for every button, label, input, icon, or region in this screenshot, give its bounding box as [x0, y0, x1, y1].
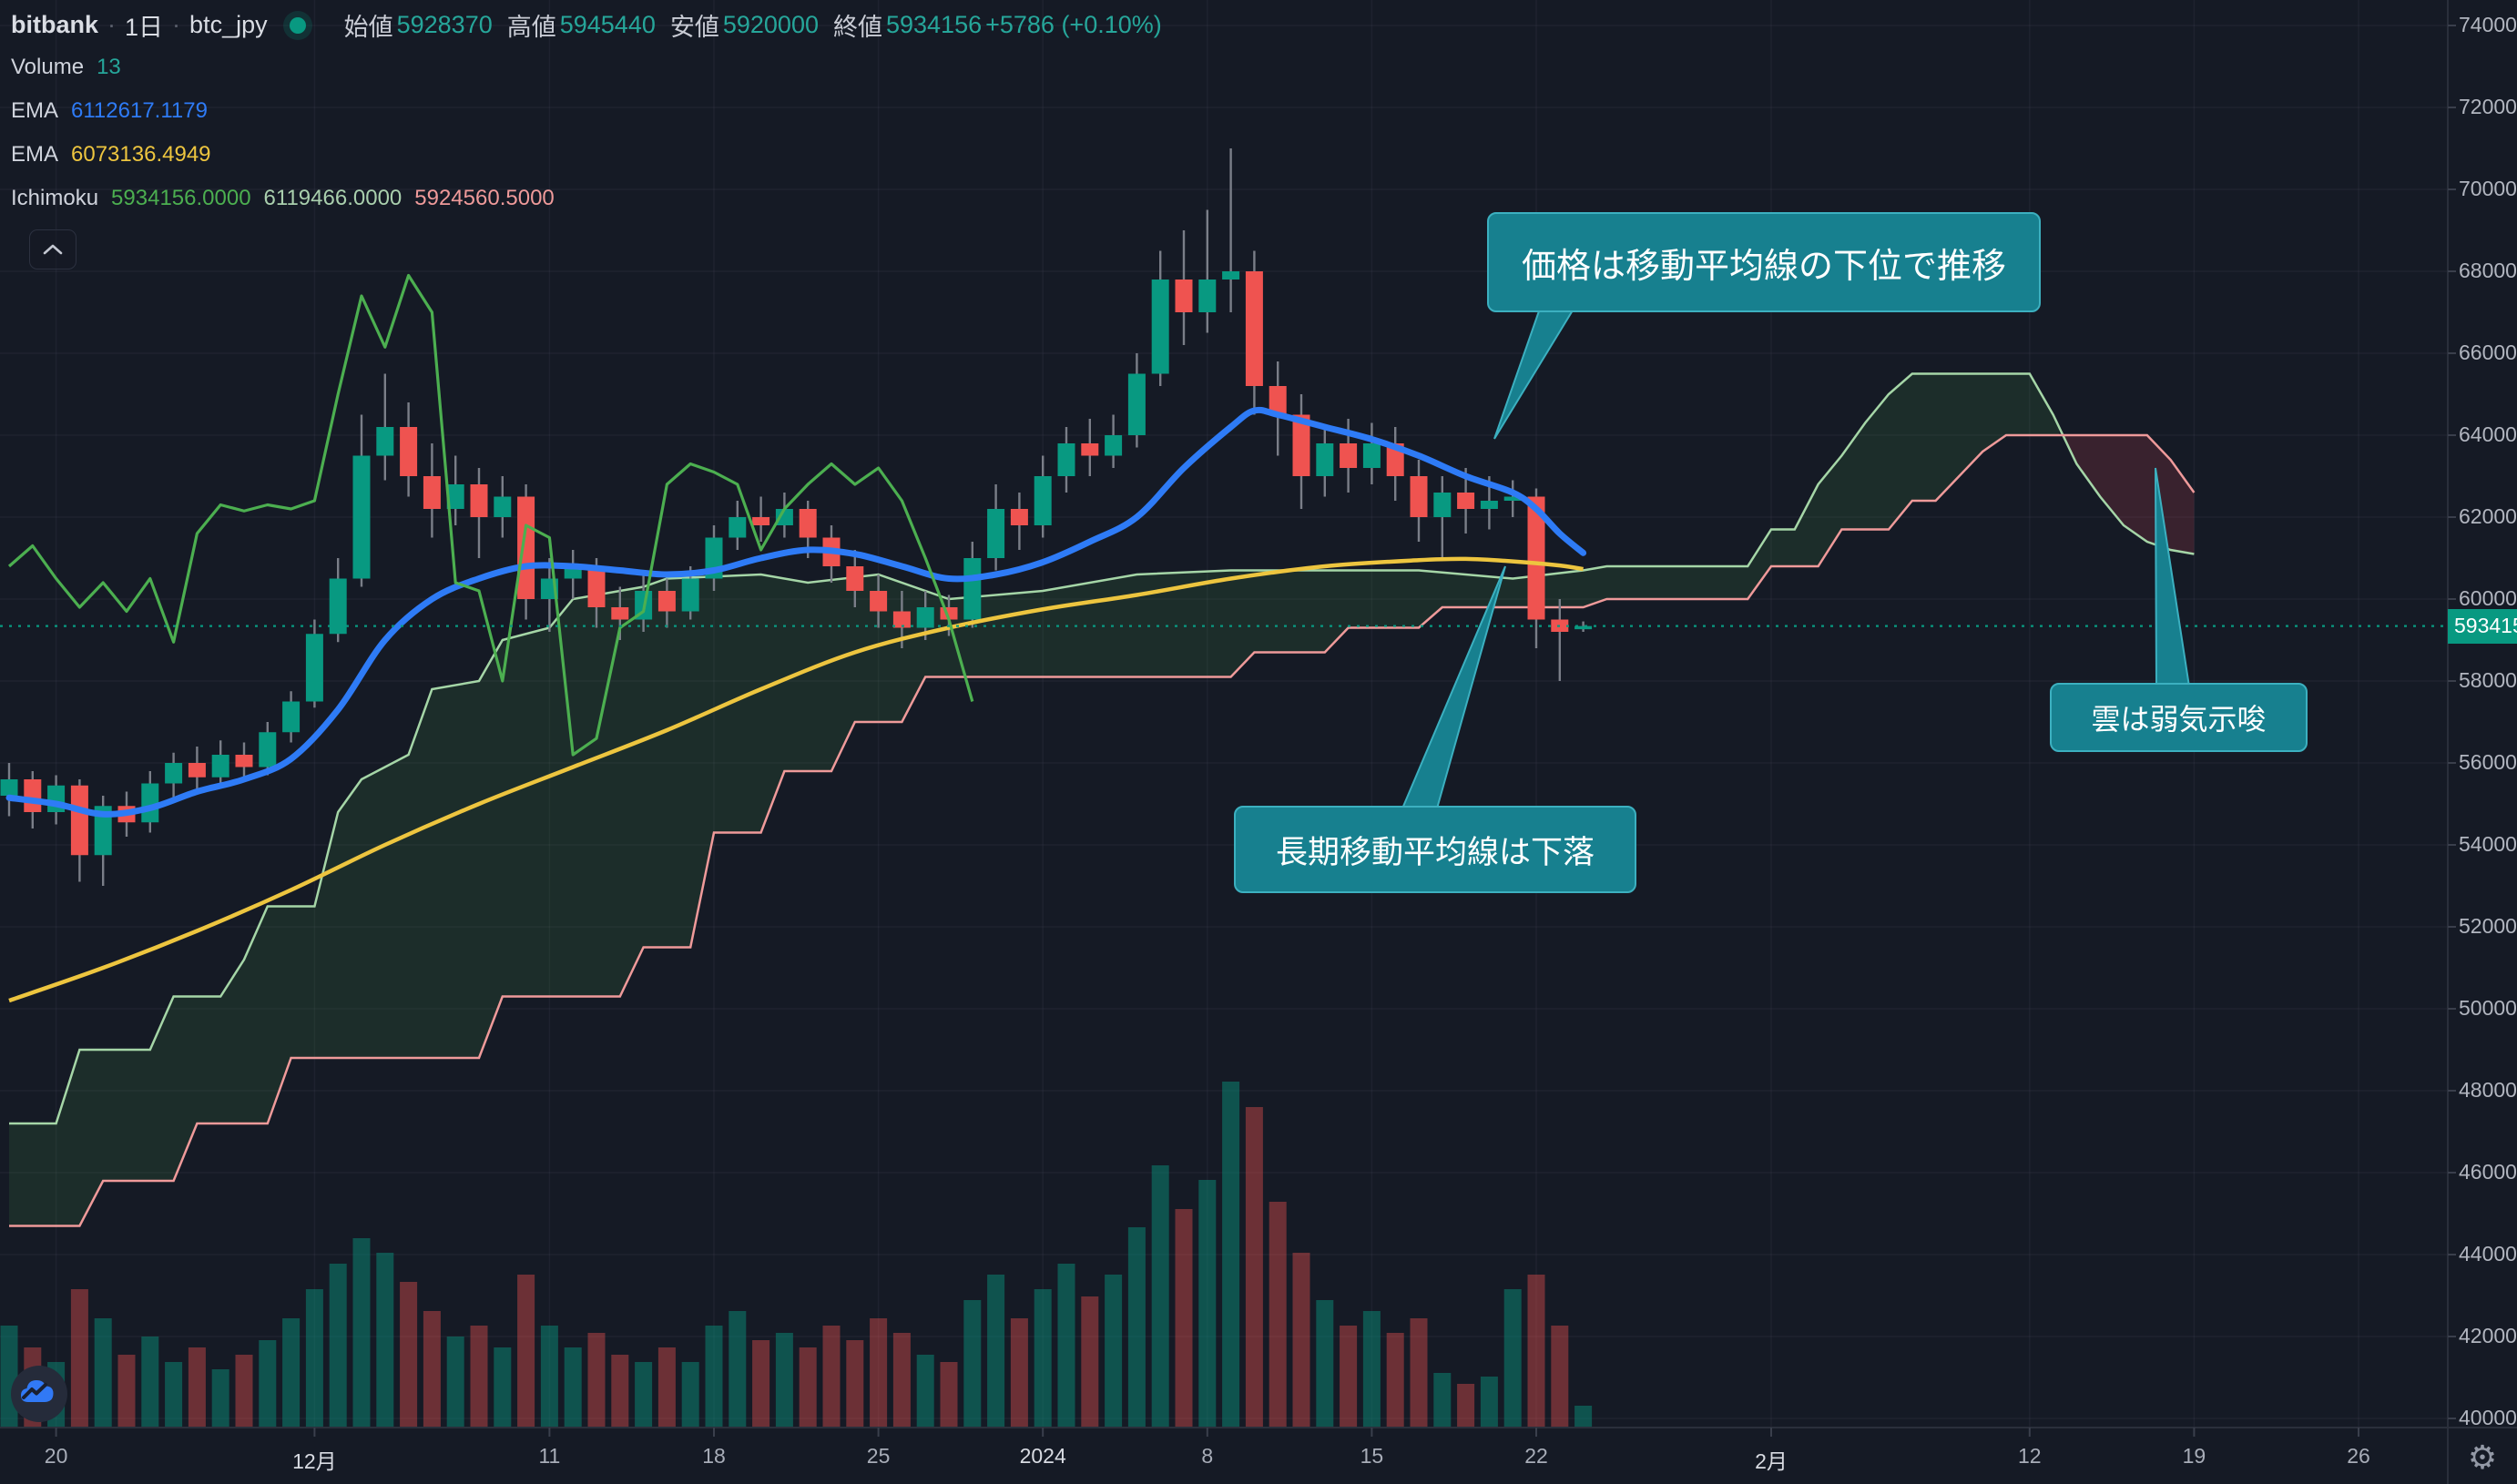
price-tick-label: 6400000	[2459, 422, 2517, 446]
tradingview-logo-icon[interactable]	[9, 1364, 69, 1424]
annotation-text: 雲は弱気示唆	[2091, 703, 2267, 736]
open-value: 5928370	[396, 11, 493, 38]
time-tick-label: 2024	[1019, 1444, 1066, 1468]
settings-gear-icon[interactable]: ⚙	[2467, 1438, 2498, 1476]
price-tick-label: 6000000	[2459, 586, 2517, 610]
legend-item-volume[interactable]: Volume 13	[11, 55, 121, 80]
low-label: 安値	[669, 14, 719, 41]
ichimoku-label: Ichimoku	[11, 186, 99, 210]
ichimoku-chikou-value: 5934156.0000	[111, 186, 251, 210]
close-label: 終値	[832, 14, 882, 41]
time-tick-label: 15	[1360, 1444, 1384, 1468]
legend-item-ichimoku[interactable]: Ichimoku 5934156.0000 6119466.0000 59245…	[11, 186, 555, 211]
ema-fast-label: EMA	[11, 98, 59, 123]
time-tick-label: 8	[1201, 1444, 1214, 1468]
separator: ·	[172, 11, 181, 38]
price-tick-label: 4400000	[2459, 1242, 2517, 1265]
price-tick-label: 7000000	[2459, 177, 2517, 200]
time-tick-label: 25	[866, 1444, 891, 1468]
time-tick-label: 22	[1524, 1444, 1548, 1468]
legend-collapse-button[interactable]	[29, 229, 76, 269]
annotation-bearish-cloud[interactable]: 雲は弱気示唆	[2050, 683, 2308, 752]
pair-name: btc_jpy	[189, 11, 268, 38]
symbol-row[interactable]: bitbank · 1日 · btc_jpy 始値 5928370 高値 594…	[11, 7, 1162, 43]
price-tick-label: 5600000	[2459, 750, 2517, 774]
interval[interactable]: 1日	[125, 14, 164, 41]
price-tick-label: 5000000	[2459, 996, 2517, 1020]
annotation-text: 長期移動平均線は下落	[1275, 834, 1595, 870]
price-tick-label: 4800000	[2459, 1078, 2517, 1102]
high-value: 5945440	[559, 11, 656, 38]
legend-item-ema-fast[interactable]: EMA 6112617.1179	[11, 98, 208, 124]
time-tick-label: 2月	[1755, 1449, 1788, 1473]
change-value: +5786 (+0.10%)	[985, 11, 1162, 38]
price-tick-label: 6600000	[2459, 341, 2517, 364]
low-value: 5920000	[722, 11, 819, 38]
annotation-longterm-ma-falling[interactable]: 長期移動平均線は下落	[1234, 806, 1636, 893]
annotation-text: 価格は移動平均線の下位で推移	[1521, 247, 2006, 286]
price-tick-label: 4200000	[2459, 1324, 2517, 1347]
price-tick-label: 6800000	[2459, 259, 2517, 282]
market-status-dot-icon[interactable]	[289, 16, 306, 34]
annotation-price-below-ma[interactable]: 価格は移動平均線の下位で推移	[1487, 212, 2041, 312]
price-tick-label: 5200000	[2459, 914, 2517, 938]
open-label: 始値	[343, 14, 393, 41]
time-tick-label: 26	[2347, 1444, 2370, 1468]
price-tick-label: 6200000	[2459, 504, 2517, 528]
price-tick-label: 5400000	[2459, 832, 2517, 856]
close-value: 5934156	[885, 11, 983, 38]
time-tick-label: 19	[2182, 1444, 2206, 1468]
ichimoku-senkou-b-value: 5924560.5000	[414, 186, 555, 210]
ichimoku-senkou-a-value: 6119466.0000	[263, 186, 403, 210]
high-label: 高値	[506, 14, 556, 41]
time-axis[interactable]: 20 12月 11 18 25 2024 8 15 22 2月 12 19 26	[0, 1428, 2448, 1484]
ema-fast-value: 6112617.1179	[71, 98, 208, 123]
volume-label: Volume	[11, 55, 85, 79]
volume-value: 13	[97, 55, 121, 79]
time-tick-label: 18	[702, 1444, 726, 1468]
current-price-label: 5934156	[2448, 608, 2517, 644]
price-axis[interactable]: 7400000 7200000 7000000 6800000 6600000 64000…	[2448, 0, 2517, 1429]
legend-item-ema-slow[interactable]: EMA 6073136.4949	[11, 142, 211, 168]
chevron-up-icon	[43, 244, 63, 255]
separator: ·	[107, 11, 117, 38]
time-tick-label: 20	[44, 1444, 68, 1468]
price-tick-label: 7400000	[2459, 13, 2517, 36]
ema-slow-label: EMA	[11, 142, 59, 167]
price-tick-label: 7200000	[2459, 95, 2517, 118]
symbol-name: bitbank	[11, 11, 99, 38]
time-tick-label: 12月	[292, 1449, 337, 1473]
time-tick-label: 12	[2018, 1444, 2042, 1468]
time-tick-label: 11	[538, 1444, 561, 1468]
price-tick-label: 4000000	[2459, 1406, 2517, 1429]
price-tick-label: 4600000	[2459, 1160, 2517, 1184]
price-tick-label: 5800000	[2459, 668, 2517, 692]
ema-slow-value: 6073136.4949	[71, 142, 211, 167]
